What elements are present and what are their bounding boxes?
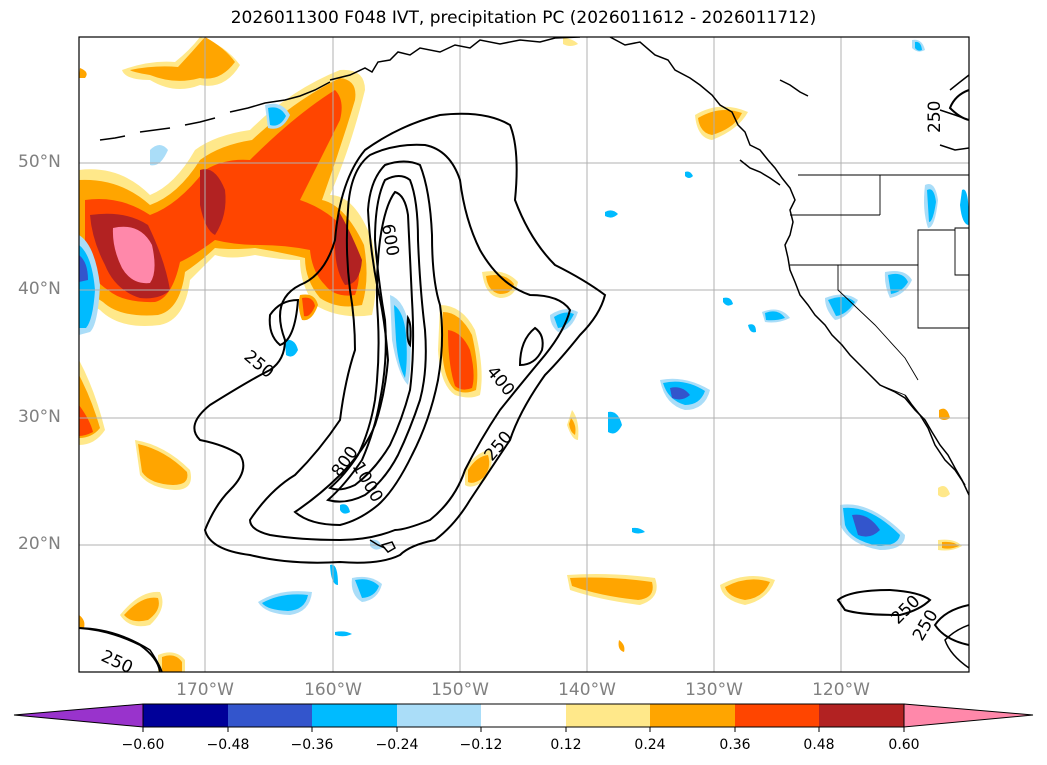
- ivt-contours: [79, 89, 969, 672]
- lon-label-150w: 150°W: [431, 680, 489, 700]
- map-background: [79, 37, 969, 672]
- colorbar-tick-4: −0.24: [375, 737, 419, 753]
- lat-label-50n: 50°N: [18, 152, 61, 172]
- state-borders: [790, 174, 969, 396]
- colorbar-tick-5: −0.12: [459, 737, 503, 753]
- lat-label-40n: 40°N: [18, 279, 61, 299]
- colorbar-tick-9: 0.48: [803, 737, 835, 753]
- colorbar-tick-8: 0.36: [719, 737, 751, 753]
- colorbar-segment-5: [481, 704, 566, 727]
- colorbar-segment-1: [143, 704, 228, 727]
- lon-label-160w: 160°W: [304, 680, 362, 700]
- precip-positive-shading: [79, 37, 962, 672]
- colorbar-segment-6: [566, 704, 650, 727]
- lon-label-170w: 170°W: [176, 680, 234, 700]
- colorbar-extend-right: [903, 703, 1034, 728]
- contour-label-250d: 250: [925, 101, 945, 133]
- colorbar-tick-7: 0.24: [634, 737, 666, 753]
- map-frame: [78, 36, 970, 673]
- lat-label-20n: 20°N: [18, 534, 61, 554]
- colorbar-segment-8: [735, 704, 819, 727]
- colorbar-segment-9: [819, 704, 904, 727]
- colorbar-tick-3: −0.36: [290, 737, 334, 753]
- colorbar-tick-2: −0.48: [206, 737, 250, 753]
- map-area: 250 250 250 250 250 250 400 600 800 1000: [79, 37, 969, 672]
- lon-label-130w: 130°W: [685, 680, 743, 700]
- colorbar-segment-2: [228, 704, 312, 727]
- colorbar-tick-6: 0.12: [550, 737, 582, 753]
- colorbar: [13, 703, 1034, 732]
- gridlines: [79, 37, 969, 672]
- colorbar-tick-1: −0.60: [121, 737, 165, 753]
- colorbar-tick-10: 0.60: [888, 737, 920, 753]
- lat-label-30n: 30°N: [18, 407, 61, 427]
- colorbar-extend-left: [13, 703, 144, 728]
- lon-label-140w: 140°W: [558, 680, 616, 700]
- figure-title: 2026011300 F048 IVT, precipitation PC (2…: [230, 8, 817, 28]
- colorbar-segment-7: [650, 704, 735, 727]
- colorbar-segment-3: [312, 704, 397, 727]
- lon-label-120w: 120°W: [812, 680, 870, 700]
- colorbar-segment-4: [397, 704, 481, 727]
